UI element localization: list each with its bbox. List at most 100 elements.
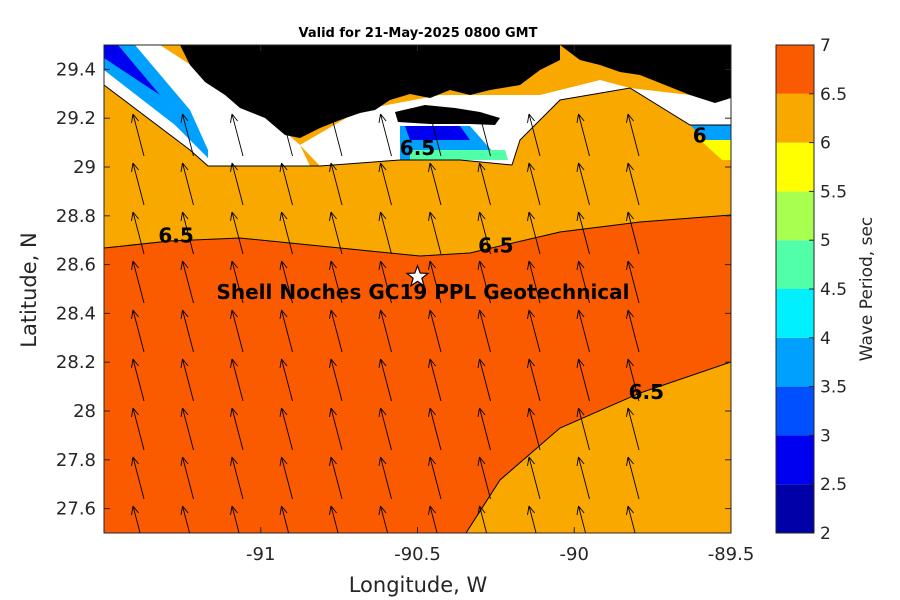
wave-direction-arrow bbox=[626, 505, 636, 533]
colorbar-band bbox=[776, 240, 814, 289]
wave-direction-arrow bbox=[527, 113, 541, 157]
y-tick-label: 27.8 bbox=[56, 450, 96, 471]
colorbar-band bbox=[776, 484, 814, 533]
contour-label: 6 bbox=[693, 124, 707, 148]
colorbar-tick-label: 3.5 bbox=[820, 378, 847, 398]
x-tick-label: -91 bbox=[246, 544, 275, 565]
wave-direction-arrow bbox=[527, 505, 537, 533]
x-tick-label: -89.5 bbox=[708, 544, 755, 565]
wave-direction-arrow bbox=[230, 407, 244, 451]
contour-line-6-5-north bbox=[104, 214, 731, 257]
wave-direction-arrow bbox=[378, 407, 392, 451]
x-tick-label: -90 bbox=[560, 544, 589, 565]
wave-direction-arrow bbox=[428, 211, 442, 255]
x-axis: -91 -90.5 -90 -89.5 bbox=[246, 45, 754, 565]
wave-direction-arrow bbox=[626, 358, 640, 402]
colorbar-tick-label: 5.5 bbox=[820, 182, 847, 202]
wave-direction-arrow bbox=[576, 162, 590, 206]
wave-direction-arrow bbox=[626, 260, 640, 304]
wave-direction-arrow bbox=[576, 211, 590, 255]
wave-direction-arrow bbox=[230, 260, 244, 304]
wave-direction-arrow bbox=[477, 162, 491, 206]
wave-direction-arrow bbox=[131, 358, 145, 402]
y-axis: 27.6 27.8 28 28.2 28.4 28.6 28.8 29 29.2 29.4 bbox=[56, 59, 731, 520]
wave-direction-arrow bbox=[477, 407, 491, 451]
colorbar-tick-label: 5 bbox=[820, 231, 831, 251]
wave-direction-arrow bbox=[428, 113, 442, 157]
land-delta bbox=[395, 105, 500, 125]
y-tick-label: 28 bbox=[73, 401, 96, 422]
wave-direction-arrow bbox=[230, 162, 244, 206]
contour-label: 6.5 bbox=[629, 380, 664, 404]
wave-direction-arrow bbox=[477, 260, 491, 304]
wave-direction-arrow bbox=[477, 211, 491, 255]
land-mass-east bbox=[560, 45, 731, 103]
colorbar-tick-label: 4.5 bbox=[820, 280, 847, 300]
contour-labels: 6.5 6.5 6.5 6 6.5 bbox=[158, 124, 706, 404]
wave-direction-arrow bbox=[329, 113, 343, 157]
wave-direction-arrow bbox=[131, 162, 145, 206]
colorbar: 2 2.5 3 3.5 4 4.5 5 5.5 6 6.5 7 Wave Period, sec bbox=[775, 36, 877, 544]
colorbar-band bbox=[776, 289, 814, 338]
wave-direction-arrow bbox=[180, 456, 194, 500]
x-axis-label: Longitude, W bbox=[349, 573, 488, 597]
map-plot-area bbox=[104, 45, 731, 533]
wave-direction-arrow bbox=[329, 407, 343, 451]
colorbar-tick-label: 2 bbox=[820, 524, 831, 544]
wave-direction-arrow bbox=[279, 162, 293, 206]
wave-direction-arrow bbox=[576, 309, 590, 353]
wave-direction-arrow bbox=[230, 211, 244, 255]
colorbar-band bbox=[776, 93, 814, 143]
wave-direction-arrow bbox=[180, 113, 194, 157]
wave-direction-arrow bbox=[626, 407, 640, 451]
site-marker: Shell Noches GC19 PPL Geotechnical bbox=[216, 264, 630, 304]
contour-label: 6.5 bbox=[158, 224, 193, 248]
shelf-gradient-central-dark bbox=[405, 126, 470, 140]
wave-direction-arrow bbox=[378, 456, 392, 500]
wave-direction-arrow bbox=[279, 113, 293, 157]
colorbar-band bbox=[776, 386, 814, 436]
wave-direction-arrow bbox=[527, 456, 541, 500]
wave-direction-arrow bbox=[279, 358, 293, 402]
colorbar-tick-label: 3 bbox=[820, 426, 831, 446]
wave-direction-arrow bbox=[279, 407, 293, 451]
wave-direction-arrow bbox=[378, 358, 392, 402]
wave-direction-arrow bbox=[279, 505, 290, 533]
wave-direction-arrow bbox=[131, 113, 145, 157]
wave-direction-arrow bbox=[576, 113, 590, 157]
colorbar-tick-label: 7 bbox=[820, 36, 831, 56]
y-tick-label: 28.6 bbox=[56, 255, 96, 276]
wave-direction-arrow bbox=[131, 407, 145, 451]
colorbar-ticks: 2 2.5 3 3.5 4 4.5 5 5.5 6 6.5 7 bbox=[809, 36, 847, 544]
wave-direction-arrow bbox=[131, 260, 145, 304]
period-6-5-region-southeast bbox=[466, 362, 731, 533]
wave-direction-arrow bbox=[230, 456, 244, 500]
shelf-gradient-central-light bbox=[410, 150, 508, 160]
wave-direction-arrow bbox=[329, 456, 343, 500]
colorbar-band bbox=[776, 45, 814, 94]
contour-line-6-coastal bbox=[104, 84, 731, 167]
wave-direction-arrow bbox=[576, 505, 587, 533]
y-tick-label: 28.4 bbox=[56, 303, 96, 324]
wave-direction-arrow bbox=[626, 456, 640, 500]
wave-direction-arrow bbox=[527, 162, 541, 206]
wave-direction-arrow bbox=[279, 260, 293, 304]
x-tick-label: -90.5 bbox=[394, 544, 441, 565]
y-tick-label: 29.2 bbox=[56, 108, 96, 129]
wave-direction-arrow bbox=[527, 407, 541, 451]
wave-direction-arrow bbox=[527, 211, 541, 255]
wave-direction-arrow bbox=[626, 162, 640, 206]
wave-direction-arrow bbox=[626, 113, 640, 157]
wave-direction-arrow bbox=[527, 260, 541, 304]
colorbar-label: Wave Period, sec bbox=[857, 217, 877, 362]
wave-direction-arrow bbox=[576, 456, 590, 500]
wave-direction-arrow bbox=[477, 505, 488, 533]
wave-direction-arrow bbox=[180, 162, 194, 206]
wave-direction-arrow bbox=[378, 309, 392, 353]
y-axis-label: Latitude, N bbox=[17, 232, 41, 348]
wave-direction-arrow bbox=[329, 309, 343, 353]
wave-direction-arrow bbox=[131, 456, 145, 500]
wave-direction-arrow bbox=[428, 358, 442, 402]
wave-direction-arrow bbox=[180, 309, 194, 353]
